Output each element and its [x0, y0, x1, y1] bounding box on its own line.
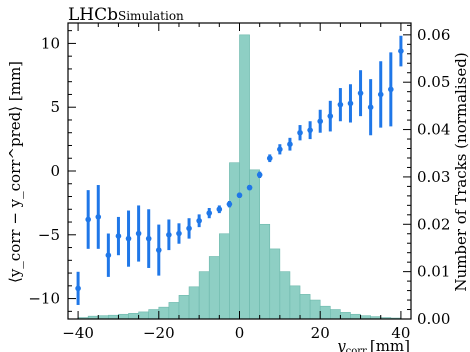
x-axis-title-main: y [336, 337, 346, 352]
data-point [186, 225, 192, 232]
x-tick-label: 0 [235, 324, 245, 342]
histogram-bar [229, 162, 240, 320]
left-y-tick-labels: −10 −5 0 5 10 [28, 34, 60, 307]
data-point [226, 201, 233, 207]
right-y-tick-label: 0.06 [417, 26, 450, 44]
data-point [115, 233, 122, 239]
histogram-bar [128, 313, 139, 320]
histogram-bar [219, 233, 230, 320]
histogram-bar [239, 34, 250, 320]
data-point [297, 129, 303, 136]
histogram-bar [259, 223, 271, 320]
histogram-bar [148, 309, 160, 320]
histogram-bar [198, 271, 210, 320]
right-y-tick-label: 0.05 [417, 73, 450, 91]
data-point [266, 155, 273, 162]
left-y-tick-label: 0 [50, 162, 60, 180]
data-point [85, 216, 91, 223]
data-point [337, 101, 344, 108]
histogram-bar [329, 309, 341, 320]
histogram-bar [350, 313, 361, 320]
right-y-tick-label: 0.01 [417, 263, 450, 281]
right-y-tick-labels: 0.00 0.01 0.02 0.03 0.04 0.05 0.06 [417, 26, 450, 328]
right-y-tick-label: 0.02 [417, 215, 450, 233]
points-layer [75, 35, 404, 305]
right-y-tick-label: 0.04 [417, 121, 450, 139]
histogram-layer [77, 34, 402, 320]
x-tick-label: −20 [143, 324, 175, 342]
data-point [216, 206, 223, 213]
data-point [347, 100, 354, 107]
left-y-tick-label: 5 [50, 98, 60, 116]
data-point [135, 230, 142, 237]
data-point [176, 230, 182, 237]
x-tick-label: 40 [391, 324, 410, 342]
histogram-bar [299, 294, 311, 320]
histogram-bar [249, 169, 260, 320]
data-point [398, 48, 404, 54]
data-point [307, 127, 313, 133]
axis-ticks [68, 23, 411, 320]
left-y-tick-label: 10 [41, 34, 60, 52]
right-y-axis-title: Number of Tracks (normalised) [452, 52, 470, 291]
x-axis-title-unit: [mm] [370, 337, 410, 352]
data-point [277, 146, 283, 153]
histogram-bar [158, 306, 170, 320]
histogram-bar [340, 312, 351, 320]
data-point [206, 210, 213, 216]
right-y-tick-label: 0.03 [417, 168, 450, 186]
data-point [155, 247, 162, 253]
histogram-bar [289, 285, 301, 320]
histogram-bar [178, 295, 190, 320]
lhcb-label: LHCb [68, 5, 118, 25]
data-point [287, 141, 293, 148]
data-point [246, 184, 253, 191]
histogram-bar [279, 271, 291, 320]
right-y-tick-label: 0.00 [417, 310, 450, 328]
histogram-bar [168, 302, 180, 320]
data-point [145, 235, 152, 242]
histogram-bar [309, 299, 321, 320]
x-axis-title-sub: corr [346, 346, 367, 352]
data-point [75, 285, 81, 292]
simulation-label: Simulation [118, 9, 184, 23]
data-point [166, 231, 172, 238]
histogram-bar [208, 256, 220, 320]
histogram-bar [188, 286, 200, 320]
data-point [256, 172, 263, 178]
data-point [196, 217, 202, 224]
data-point [236, 192, 243, 199]
data-point [388, 86, 394, 93]
histogram-bar [118, 313, 129, 320]
histogram-bar [319, 305, 331, 320]
data-point [357, 90, 364, 96]
data-point [125, 235, 132, 242]
x-tick-label: −40 [62, 324, 94, 342]
histogram-bar [138, 311, 150, 320]
data-point [367, 104, 374, 111]
left-y-tick-label: −5 [38, 226, 60, 244]
data-point [317, 118, 324, 125]
data-point [105, 252, 112, 259]
data-point [377, 91, 384, 98]
x-tick-labels: −40 −20 0 20 40 [62, 324, 410, 342]
left-y-tick-label: −10 [28, 290, 60, 308]
histogram-bar [269, 248, 281, 320]
x-tick-label: 20 [311, 324, 330, 342]
data-point [327, 113, 334, 119]
left-y-axis-title: ⟨y_corr − y_corr^pred⟩ [mm] [6, 61, 24, 283]
data-point [95, 214, 102, 220]
x-axis-title: ycorr [mm] [336, 337, 410, 352]
